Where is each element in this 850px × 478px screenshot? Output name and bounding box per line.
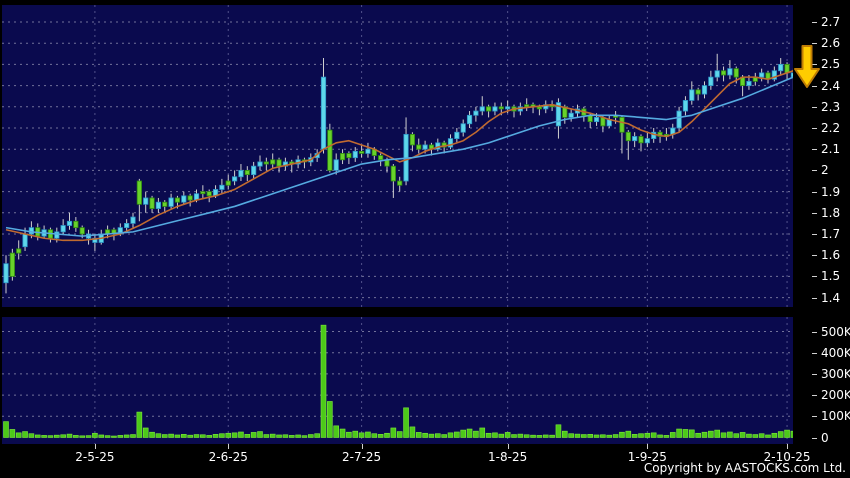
price-axis-tick [812,22,817,23]
price-axis-label: 2.3 [821,99,841,114]
price-axis-label: 2.7 [821,15,841,29]
volume-axis-label: 0 [821,430,829,445]
price-axis-tick [812,149,817,151]
price-axis-tick [812,43,817,45]
volume-axis-tick [812,395,817,397]
price-axis-label: 1.9 [821,184,841,199]
price-axis-tick [812,255,817,257]
price-axis-tick [812,106,817,108]
price-axis-label: 1.4 [821,290,841,305]
price-axis-tick [812,297,817,299]
price-axis-tick [812,64,817,66]
date-axis-label: 1-8-25 [488,450,528,464]
volume-axis-tick [812,416,817,418]
price-axis-label: 2 [821,163,829,178]
date-axis-label: 2-5-25 [75,450,115,464]
price-axis-label: 2.4 [821,78,841,93]
date-axis-tick [787,444,789,449]
date-axis-label: 1-9-25 [627,450,667,464]
price-axis-tick [812,128,817,129]
price-axis-label: 1.8 [821,205,841,220]
price-axis-tick [812,276,817,278]
price-axis-label: 1.7 [821,227,841,241]
volume-axis-tick [812,331,817,333]
volume-axis-tick [812,437,817,439]
volume-axis-label: 100K [821,409,850,424]
candlestick-chart [2,5,793,307]
date-axis-tick [507,444,509,449]
price-axis-label: 2.5 [821,57,841,72]
date-axis-label: 2-7-25 [341,450,382,464]
price-axis-tick [812,85,817,87]
price-axis-tick [812,234,817,235]
volume-axis-tick [812,352,817,354]
date-axis-label: 2-6-25 [208,450,248,464]
price-axis-tick [812,170,817,172]
volume-axis-tick [812,373,817,375]
date-axis-tick [94,444,96,449]
date-axis-tick [647,444,649,449]
price-axis-tick [812,212,817,214]
volume-axis-label: 200K [821,388,850,403]
date-axis-label: 2-10-25 [763,450,811,464]
volume-axis-label: 500K [821,324,850,339]
date-axis-tick [228,444,230,449]
date-axis-tick [361,444,363,449]
price-axis-label: 1.6 [821,248,841,263]
price-axis-label: 2.6 [821,36,841,51]
price-axis-label: 2.2 [821,121,841,135]
volume-pane[interactable] [2,317,793,444]
candlestick-price-pane[interactable] [2,5,793,307]
price-axis-label: 2.1 [821,142,841,157]
copyright-text: Copyright by AASTOCKS.com Ltd. [643,461,846,475]
sell-signal-down-arrow-icon [794,45,820,88]
volume-axis-label: 400K [821,345,850,360]
price-axis-label: 1.5 [821,269,841,284]
volume-bar-chart [2,317,793,444]
price-axis-tick [812,191,817,193]
volume-axis-label: 300K [821,366,850,381]
